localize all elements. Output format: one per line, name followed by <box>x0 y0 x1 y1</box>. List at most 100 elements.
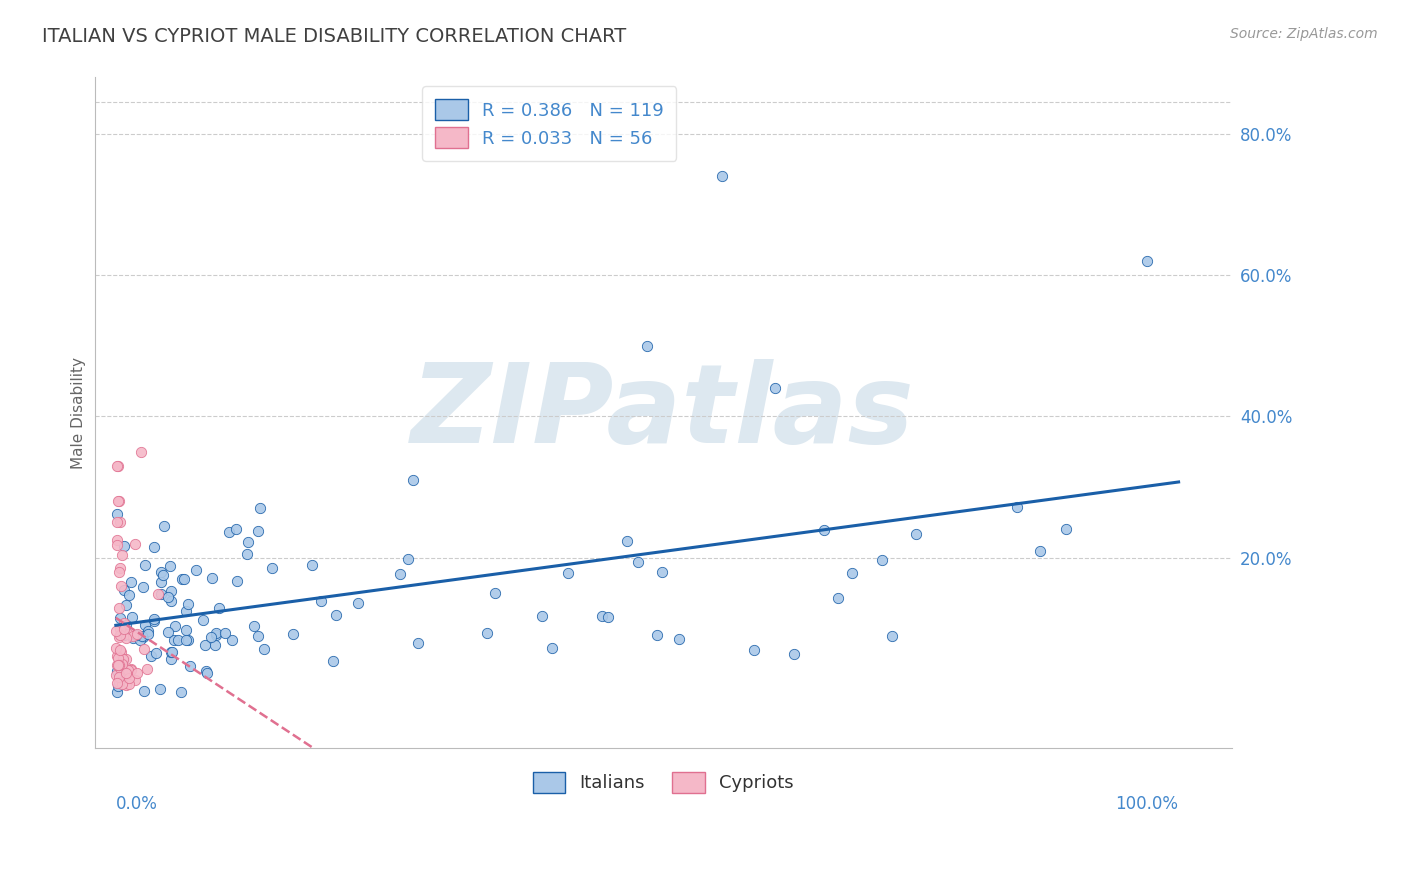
Text: ITALIAN VS CYPRIOT MALE DISABILITY CORRELATION CHART: ITALIAN VS CYPRIOT MALE DISABILITY CORRE… <box>42 27 627 45</box>
Point <box>309 593 332 607</box>
Point <box>110 561 132 575</box>
Point <box>107 657 129 672</box>
Point <box>105 624 128 639</box>
Point <box>108 610 131 624</box>
Point <box>322 654 344 668</box>
Point <box>530 608 553 623</box>
Point <box>645 628 668 642</box>
Point <box>107 458 129 473</box>
Point <box>174 633 197 648</box>
Point <box>163 632 186 647</box>
Point <box>118 676 141 690</box>
Point <box>110 579 132 593</box>
Point <box>111 677 134 691</box>
Point <box>132 641 155 656</box>
Point <box>177 632 200 647</box>
Point <box>115 632 138 646</box>
Point <box>115 598 138 612</box>
Point <box>872 553 894 567</box>
Point <box>195 665 218 680</box>
Point <box>225 574 247 588</box>
Point <box>214 626 236 640</box>
Point <box>131 630 153 644</box>
Point <box>402 473 425 487</box>
Point <box>160 645 183 659</box>
Point <box>108 657 131 671</box>
Point <box>110 668 132 682</box>
Point <box>159 652 181 666</box>
Text: 100.0%: 100.0% <box>1115 796 1178 814</box>
Point <box>193 613 215 627</box>
Point <box>117 588 139 602</box>
Point <box>108 494 131 508</box>
Point <box>149 587 172 601</box>
Point <box>184 563 207 577</box>
Point <box>129 445 152 459</box>
Point <box>108 674 131 689</box>
Point <box>131 581 153 595</box>
Point <box>141 648 163 663</box>
Point <box>110 645 132 659</box>
Point <box>112 651 135 665</box>
Point <box>120 663 142 677</box>
Point <box>136 662 159 676</box>
Point <box>163 618 186 632</box>
Point <box>225 522 247 536</box>
Point <box>117 627 139 641</box>
Point <box>120 662 142 676</box>
Point <box>557 566 579 580</box>
Point <box>252 642 274 657</box>
Point <box>134 558 156 572</box>
Point <box>114 666 136 681</box>
Point <box>105 657 128 672</box>
Point <box>127 665 149 680</box>
Point <box>108 622 131 636</box>
Point <box>105 668 128 682</box>
Point <box>105 676 128 690</box>
Point <box>153 518 176 533</box>
Point <box>111 653 134 667</box>
Point <box>1054 522 1077 536</box>
Point <box>108 565 131 579</box>
Point <box>235 548 257 562</box>
Point <box>114 618 136 632</box>
Point <box>107 494 129 508</box>
Point <box>134 618 156 632</box>
Point <box>105 516 128 530</box>
Point <box>668 632 690 647</box>
Point <box>121 610 143 624</box>
Point <box>1005 500 1028 515</box>
Point <box>118 671 141 685</box>
Point <box>125 627 148 641</box>
Point <box>157 590 180 604</box>
Point <box>157 624 180 639</box>
Point <box>159 558 181 573</box>
Point <box>170 685 193 699</box>
Text: 0.0%: 0.0% <box>115 796 157 814</box>
Point <box>136 627 159 641</box>
Point <box>160 583 183 598</box>
Point <box>148 681 170 696</box>
Point <box>111 548 134 562</box>
Point <box>179 658 201 673</box>
Point <box>636 339 658 353</box>
Point <box>201 571 224 585</box>
Point <box>396 552 419 566</box>
Point <box>134 684 156 698</box>
Point <box>108 630 131 644</box>
Point <box>112 622 135 636</box>
Point <box>110 628 132 642</box>
Point <box>125 628 148 642</box>
Point <box>477 626 499 640</box>
Point <box>347 596 370 610</box>
Y-axis label: Male Disability: Male Disability <box>72 357 86 469</box>
Point <box>122 629 145 643</box>
Point <box>105 507 128 521</box>
Text: Source: ZipAtlas.com: Source: ZipAtlas.com <box>1230 27 1378 41</box>
Point <box>105 538 128 552</box>
Point <box>150 575 173 590</box>
Point <box>194 638 217 652</box>
Point <box>763 381 786 395</box>
Point <box>204 638 226 652</box>
Point <box>249 500 271 515</box>
